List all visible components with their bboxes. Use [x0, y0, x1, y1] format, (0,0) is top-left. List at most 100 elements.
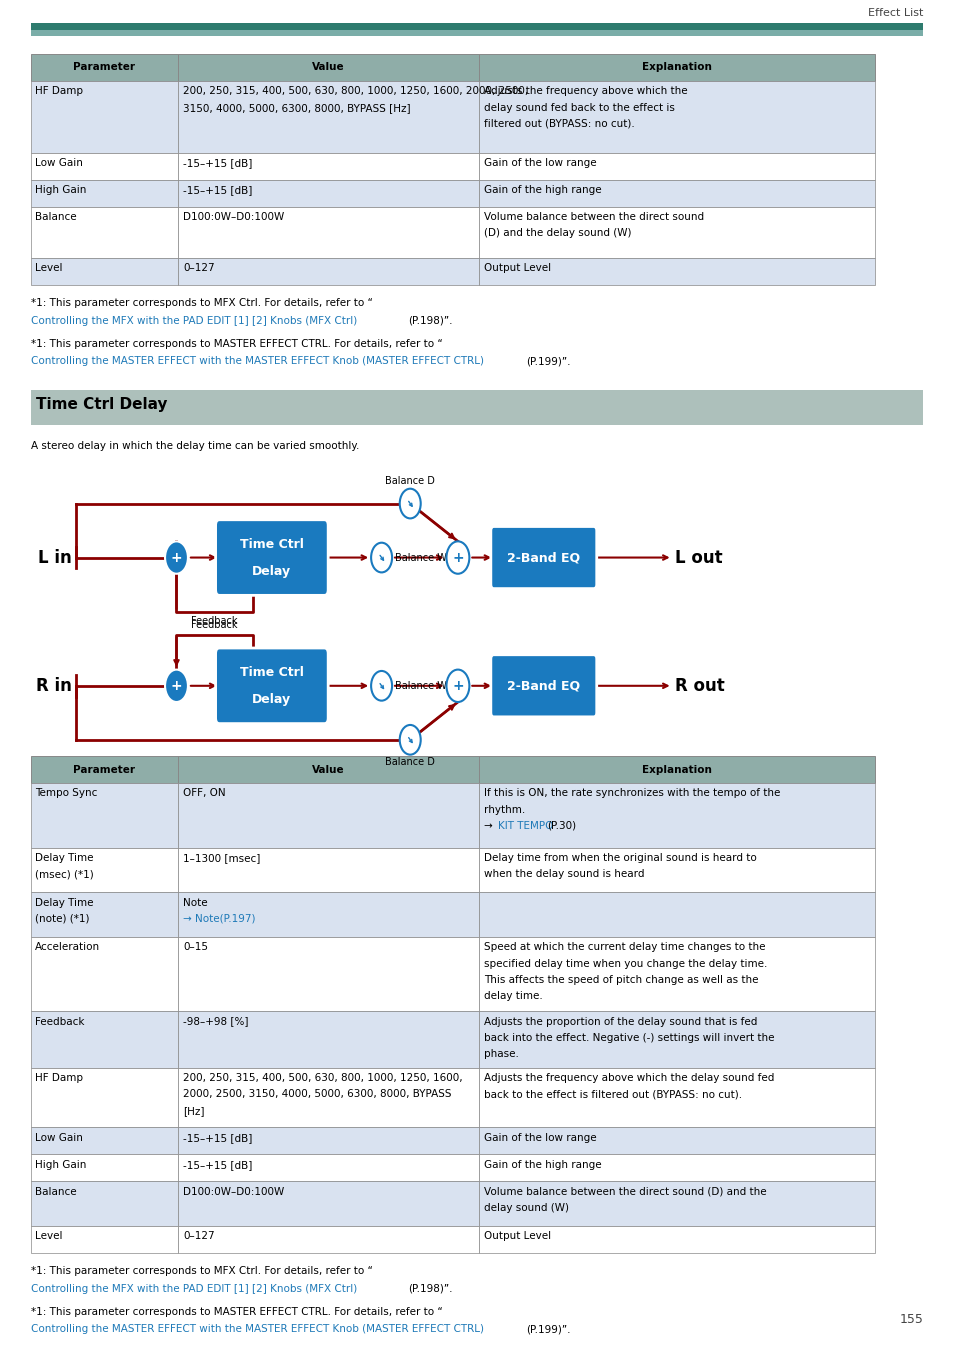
- Text: L in: L in: [38, 548, 71, 567]
- Text: Value: Value: [312, 62, 345, 73]
- Text: Delay time from when the original sound is heard to: Delay time from when the original sound …: [483, 853, 756, 863]
- Bar: [30, 1068, 178, 1127]
- Bar: [30, 81, 178, 153]
- Text: specified delay time when you change the delay time.: specified delay time when you change the…: [483, 958, 766, 968]
- Text: +: +: [171, 551, 182, 564]
- Text: Level: Level: [35, 263, 63, 273]
- Text: R out: R out: [675, 676, 724, 695]
- Text: Delay: Delay: [252, 693, 292, 706]
- Bar: [178, 207, 478, 258]
- Bar: [178, 1181, 478, 1226]
- Bar: [478, 1127, 874, 1154]
- Text: HF Damp: HF Damp: [35, 86, 83, 96]
- Circle shape: [165, 541, 188, 574]
- Bar: [30, 892, 178, 937]
- Text: (P.198)”.: (P.198)”.: [408, 316, 453, 325]
- Text: -15–+15 [dB]: -15–+15 [dB]: [183, 1133, 253, 1142]
- Text: (P.198)”.: (P.198)”.: [408, 1284, 453, 1293]
- Bar: [30, 180, 178, 207]
- Text: Effect List: Effect List: [867, 8, 923, 18]
- Text: Controlling the MFX with the PAD EDIT [1] [2] Knobs (MFX Ctrl): Controlling the MFX with the PAD EDIT [1…: [30, 316, 356, 325]
- Text: Delay: Delay: [252, 564, 292, 578]
- Text: 200, 250, 315, 400, 500, 630, 800, 1000, 1250, 1600,: 200, 250, 315, 400, 500, 630, 800, 1000,…: [183, 1073, 462, 1083]
- Bar: [30, 937, 178, 1011]
- Circle shape: [446, 541, 469, 574]
- Text: 0–15: 0–15: [183, 942, 208, 952]
- Bar: [30, 783, 178, 848]
- Text: back into the effect. Negative (-) settings will invert the: back into the effect. Negative (-) setti…: [483, 1033, 774, 1042]
- Text: Time Ctrl: Time Ctrl: [240, 537, 303, 551]
- Bar: [178, 1127, 478, 1154]
- Bar: [178, 1226, 478, 1253]
- Text: KIT TEMPO: KIT TEMPO: [497, 821, 553, 830]
- Bar: [30, 390, 923, 425]
- Text: If this is ON, the rate synchronizes with the tempo of the: If this is ON, the rate synchronizes wit…: [483, 788, 780, 798]
- Text: *1: This parameter corresponds to MASTER EFFECT CTRL. For details, refer to “: *1: This parameter corresponds to MASTER…: [30, 1307, 442, 1316]
- Bar: [30, 30, 923, 36]
- Circle shape: [446, 670, 469, 702]
- Text: Gain of the low range: Gain of the low range: [483, 1133, 596, 1142]
- Bar: [478, 783, 874, 848]
- Text: Tempo Sync: Tempo Sync: [35, 788, 97, 798]
- Text: Gain of the low range: Gain of the low range: [483, 158, 596, 167]
- Text: 0–127: 0–127: [183, 263, 214, 273]
- Bar: [30, 1181, 178, 1226]
- Text: High Gain: High Gain: [35, 1160, 87, 1169]
- Text: R in: R in: [35, 676, 71, 695]
- Text: D100:0W–D0:100W: D100:0W–D0:100W: [183, 212, 284, 221]
- Text: Controlling the MASTER EFFECT with the MASTER EFFECT Knob (MASTER EFFECT CTRL): Controlling the MASTER EFFECT with the M…: [30, 1324, 483, 1334]
- Text: 155: 155: [899, 1312, 923, 1326]
- Text: Volume balance between the direct sound: Volume balance between the direct sound: [483, 212, 703, 221]
- Text: delay sound fed back to the effect is: delay sound fed back to the effect is: [483, 103, 674, 112]
- Bar: [178, 180, 478, 207]
- Circle shape: [399, 489, 420, 518]
- Text: (msec) (*1): (msec) (*1): [35, 869, 94, 879]
- Bar: [178, 1011, 478, 1068]
- Bar: [178, 848, 478, 892]
- Bar: [478, 81, 874, 153]
- Text: Gain of the high range: Gain of the high range: [483, 185, 600, 194]
- Text: (note) (*1): (note) (*1): [35, 914, 90, 923]
- Bar: [478, 207, 874, 258]
- Bar: [478, 1226, 874, 1253]
- Text: Balance W: Balance W: [395, 552, 446, 563]
- Text: 3150, 4000, 5000, 6300, 8000, BYPASS [Hz]: 3150, 4000, 5000, 6300, 8000, BYPASS [Hz…: [183, 103, 411, 112]
- Text: L out: L out: [675, 548, 722, 567]
- FancyBboxPatch shape: [490, 526, 596, 589]
- Bar: [478, 54, 874, 81]
- Text: +: +: [452, 551, 463, 564]
- Text: HF Damp: HF Damp: [35, 1073, 83, 1083]
- Text: Time Ctrl: Time Ctrl: [240, 666, 303, 679]
- Text: Adjusts the proportion of the delay sound that is fed: Adjusts the proportion of the delay soun…: [483, 1017, 757, 1026]
- Bar: [30, 207, 178, 258]
- Text: *1: This parameter corresponds to MASTER EFFECT CTRL. For details, refer to “: *1: This parameter corresponds to MASTER…: [30, 339, 442, 348]
- Bar: [178, 1154, 478, 1181]
- Bar: [178, 258, 478, 285]
- Text: back to the effect is filtered out (BYPASS: no cut).: back to the effect is filtered out (BYPA…: [483, 1089, 741, 1099]
- Text: Feedback: Feedback: [192, 621, 237, 630]
- Bar: [178, 153, 478, 180]
- Text: when the delay sound is heard: when the delay sound is heard: [483, 869, 643, 879]
- Text: Speed at which the current delay time changes to the: Speed at which the current delay time ch…: [483, 942, 764, 952]
- Text: Adjusts the frequency above which the delay sound fed: Adjusts the frequency above which the de…: [483, 1073, 773, 1083]
- Bar: [478, 848, 874, 892]
- Text: D100:0W–D0:100W: D100:0W–D0:100W: [183, 1187, 284, 1196]
- Text: +: +: [452, 679, 463, 693]
- Text: Level: Level: [35, 1231, 63, 1241]
- Bar: [178, 81, 478, 153]
- Text: Balance D: Balance D: [385, 477, 435, 486]
- Bar: [30, 153, 178, 180]
- Text: Value: Value: [312, 764, 345, 775]
- Text: Balance: Balance: [35, 212, 77, 221]
- Text: filtered out (BYPASS: no cut).: filtered out (BYPASS: no cut).: [483, 119, 634, 128]
- Bar: [178, 937, 478, 1011]
- Bar: [178, 54, 478, 81]
- Text: (D) and the delay sound (W): (D) and the delay sound (W): [483, 228, 631, 238]
- Text: [Hz]: [Hz]: [183, 1106, 205, 1115]
- Text: Low Gain: Low Gain: [35, 158, 83, 167]
- Text: → Note(P.197): → Note(P.197): [183, 914, 255, 923]
- Text: Delay Time: Delay Time: [35, 898, 93, 907]
- Text: Balance: Balance: [35, 1187, 77, 1196]
- Text: Controlling the MFX with the PAD EDIT [1] [2] Knobs (MFX Ctrl): Controlling the MFX with the PAD EDIT [1…: [30, 1284, 356, 1293]
- Text: +: +: [171, 679, 182, 693]
